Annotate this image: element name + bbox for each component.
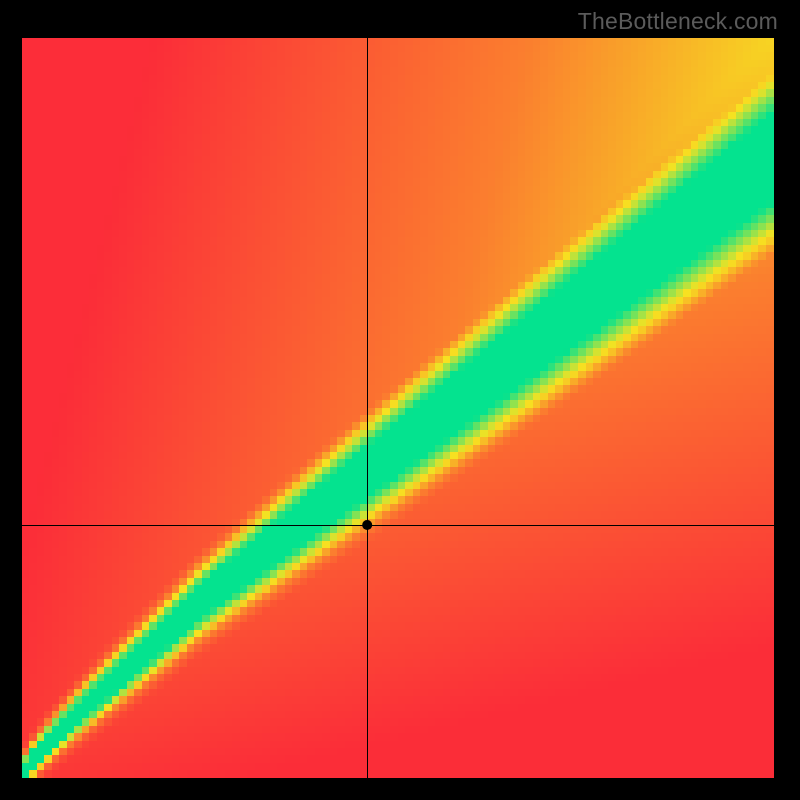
watermark-text: TheBottleneck.com xyxy=(578,8,778,35)
bottleneck-heatmap xyxy=(22,38,774,778)
chart-frame: TheBottleneck.com xyxy=(0,0,800,800)
